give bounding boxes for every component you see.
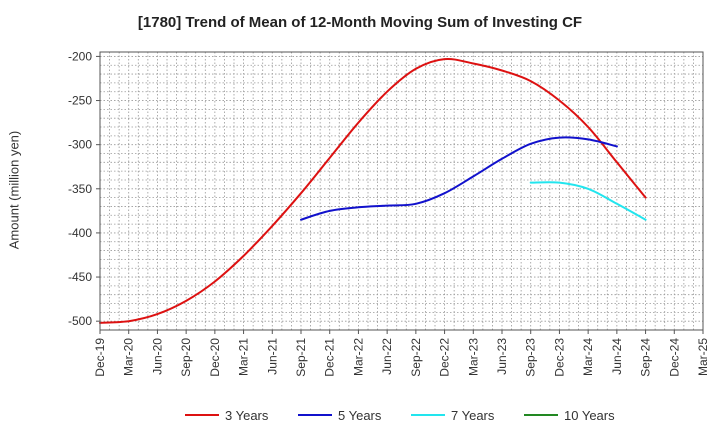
y-tick-label: -300 bbox=[68, 138, 92, 152]
grid bbox=[99, 52, 704, 330]
x-tick-label: Sep-24 bbox=[639, 338, 653, 377]
x-tick-label: Jun-23 bbox=[495, 338, 509, 375]
x-tick-label: Jun-22 bbox=[380, 338, 394, 375]
plot-border bbox=[99, 51, 704, 331]
legend: 3 Years 5 Years 7 Years 10 Years bbox=[185, 408, 615, 423]
x-tick-label: Sep-22 bbox=[409, 338, 423, 377]
x-tick-label: Jun-20 bbox=[150, 338, 164, 375]
x-tick-label: Jun-21 bbox=[265, 338, 279, 375]
x-tick-label: Mar-23 bbox=[466, 338, 480, 376]
series-line-7-years bbox=[529, 181, 647, 221]
y-tick-label: -350 bbox=[68, 182, 92, 196]
x-axis-ticks: Dec-19 Mar-20 Jun-20 Sep-20 Dec-20 Mar-21 Jun-… bbox=[93, 330, 710, 377]
legend-label: 3 Years bbox=[225, 408, 269, 423]
x-tick-label: Dec-23 bbox=[552, 338, 566, 377]
x-tick-label: Sep-21 bbox=[294, 338, 308, 377]
series-line-3-years bbox=[99, 57, 647, 324]
legend-label: 7 Years bbox=[451, 408, 495, 423]
y-tick-label: -400 bbox=[68, 226, 92, 240]
x-tick-label: Dec-21 bbox=[323, 338, 337, 377]
legend-label: 10 Years bbox=[564, 408, 615, 423]
y-tick-label: -200 bbox=[68, 49, 92, 63]
x-tick-label: Dec-19 bbox=[93, 338, 107, 377]
x-tick-label: Mar-24 bbox=[581, 338, 595, 376]
series-lines bbox=[99, 57, 647, 324]
y-tick-label: -450 bbox=[68, 270, 92, 284]
x-tick-label: Mar-20 bbox=[122, 338, 136, 376]
x-tick-label: Dec-20 bbox=[208, 338, 222, 377]
x-tick-label: Mar-22 bbox=[351, 338, 365, 376]
legend-label: 5 Years bbox=[338, 408, 382, 423]
plot-area bbox=[100, 52, 703, 330]
y-axis-ticks: -200 -250 -300 -350 -400 -450 -500 bbox=[68, 49, 100, 328]
y-tick-label: -500 bbox=[68, 314, 92, 328]
x-tick-label: Sep-23 bbox=[524, 338, 538, 377]
x-tick-label: Mar-21 bbox=[237, 338, 251, 376]
x-tick-label: Dec-24 bbox=[667, 338, 681, 377]
y-tick-label: -250 bbox=[68, 94, 92, 108]
x-tick-label: Sep-20 bbox=[179, 338, 193, 377]
x-tick-label: Dec-22 bbox=[438, 338, 452, 377]
x-tick-label: Mar-25 bbox=[696, 338, 710, 376]
x-tick-label: Jun-24 bbox=[610, 338, 624, 375]
series-line-5-years bbox=[300, 136, 618, 221]
chart-title: [1780] Trend of Mean of 12-Month Moving … bbox=[137, 14, 583, 31]
